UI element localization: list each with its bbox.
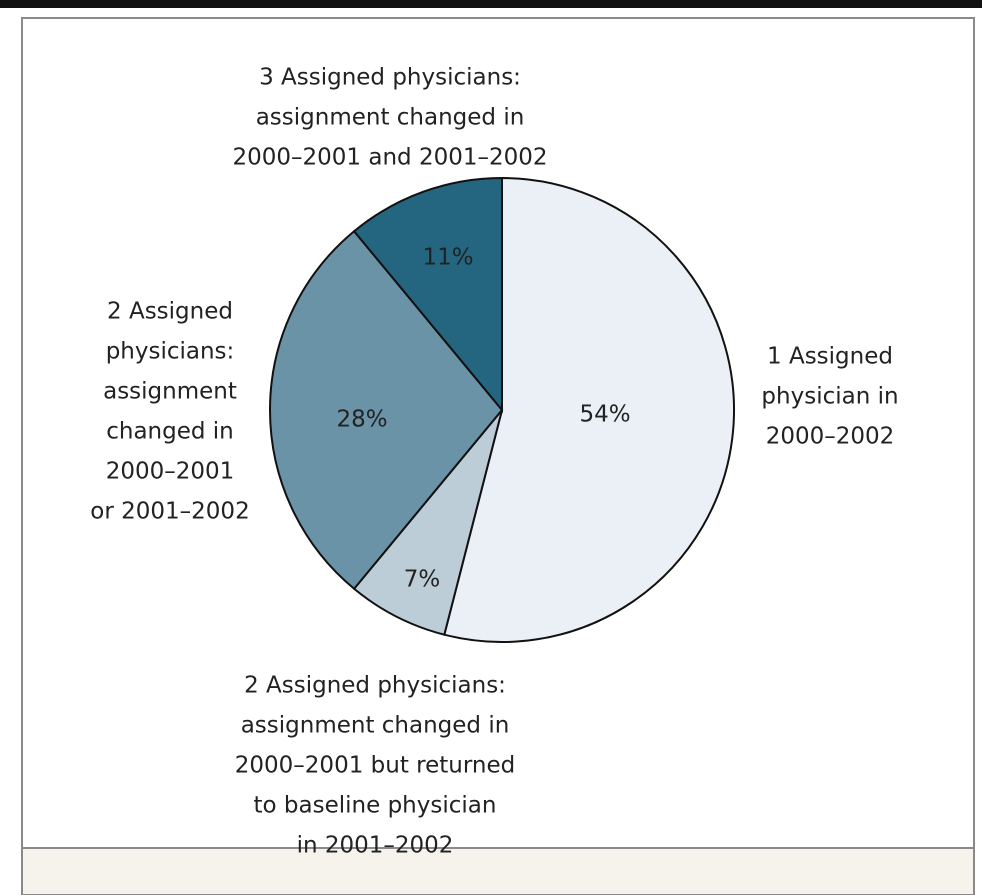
value-label: 54% — [579, 402, 630, 428]
pie-slice — [352, 409, 503, 636]
slice-label: 2 Assigned — [107, 299, 233, 325]
slice-label: or 2001–2002 — [90, 499, 249, 525]
slice-label: 2 Assigned physicians: — [244, 673, 506, 699]
value-label: 28% — [336, 407, 387, 433]
pie-slice — [269, 229, 504, 591]
value-label: 7% — [404, 567, 441, 593]
slice-label: 2000–2001 and 2001–2002 — [232, 145, 547, 171]
slice-label: assignment — [103, 379, 237, 405]
slice-label: 2000–2001 — [106, 459, 235, 485]
slice-label: physicians: — [106, 339, 235, 365]
slice-label: 2000–2001 but returned — [235, 753, 515, 779]
slice-label: 3 Assigned physicians: — [259, 65, 521, 91]
top-rule — [0, 0, 982, 8]
caption-area — [21, 847, 975, 895]
pie-slice — [443, 176, 735, 643]
value-label: 11% — [422, 245, 473, 271]
slice-label: 2000–2002 — [766, 424, 895, 450]
slice-label: assignment changed in — [256, 105, 525, 131]
slice-label: in 2001–2002 — [297, 833, 454, 859]
slice-label: 1 Assigned — [767, 344, 893, 370]
slice-label: assignment changed in — [241, 713, 510, 739]
slice-label: physician in — [761, 384, 898, 410]
pie-slice — [352, 176, 503, 413]
slice-label: to baseline physician — [254, 793, 497, 819]
slice-label: changed in — [106, 419, 234, 445]
